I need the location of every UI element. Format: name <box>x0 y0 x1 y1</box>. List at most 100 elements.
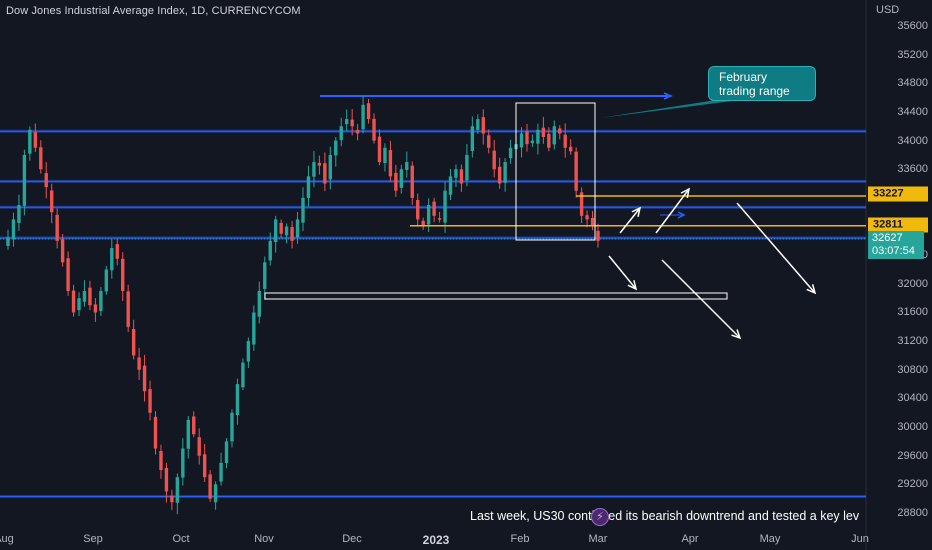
candle-body <box>77 298 81 311</box>
candle-body <box>388 150 393 177</box>
price-tick-label: 33600 <box>897 163 928 176</box>
candle-body <box>377 136 382 163</box>
candle-body <box>399 169 404 188</box>
candle-body <box>110 248 114 271</box>
candle-body <box>290 227 294 241</box>
time-tick-label: Jun <box>851 533 869 545</box>
candle-body <box>394 172 398 191</box>
february-range-box <box>515 102 596 241</box>
candle-body <box>82 290 87 302</box>
candle-body <box>334 140 338 156</box>
candle-body <box>541 127 546 138</box>
countdown-timer: 03:07:54 <box>872 245 915 257</box>
candle-body <box>596 230 600 241</box>
upper-level-tag: 33227 <box>868 186 928 202</box>
candle-body <box>252 312 256 345</box>
candle-body <box>585 215 589 220</box>
candle-body <box>416 200 420 220</box>
candle-body <box>219 462 223 482</box>
time-tick-label: Dec <box>342 533 362 545</box>
candle-body <box>454 169 458 178</box>
candle-body <box>426 205 431 225</box>
candle-body <box>268 240 272 261</box>
candle-body <box>563 134 567 148</box>
callout-pointer <box>600 100 740 118</box>
candle-body <box>355 130 360 134</box>
callout-line-1: February <box>719 70 768 84</box>
candle-body <box>213 484 218 503</box>
price-tick-label: 34400 <box>897 105 928 118</box>
candle-body <box>312 162 316 177</box>
candle-body <box>50 190 54 213</box>
candle-body <box>126 291 130 327</box>
price-tick-label: 34800 <box>897 77 928 90</box>
candle-body <box>246 341 251 362</box>
candle-body <box>39 147 43 170</box>
candle-body <box>44 173 48 188</box>
candle-body <box>328 154 333 180</box>
candle-body <box>170 495 174 503</box>
candle-body <box>99 290 103 312</box>
february-range-callout[interactable]: February trading range <box>708 66 816 101</box>
price-tick-label: 29200 <box>897 478 928 491</box>
candle-body <box>317 162 322 166</box>
projection-arrowhead <box>627 280 638 291</box>
candle-body <box>175 477 180 503</box>
candle-body <box>142 365 147 392</box>
candle-body <box>192 416 196 435</box>
candle-body <box>547 133 551 148</box>
candle-body <box>33 132 38 148</box>
candle-body <box>323 163 327 184</box>
currency-label: USD <box>876 4 900 16</box>
candle-body <box>421 220 425 227</box>
candle-body <box>519 133 524 148</box>
price-tick-label: 29600 <box>897 449 928 462</box>
candle-body <box>181 448 185 478</box>
candle-body <box>350 119 354 127</box>
projection-arrowhead <box>680 187 691 198</box>
candle-body <box>28 129 32 154</box>
mid-ray-arrowhead <box>677 211 686 219</box>
current-price-tag: 32627 03:07:54 <box>868 231 924 259</box>
current-price: 32627 <box>872 232 903 244</box>
candle-body <box>470 126 475 152</box>
projection-arrowhead <box>631 206 642 217</box>
candle-body <box>372 118 376 141</box>
candle-body <box>93 304 98 313</box>
candle-body <box>164 467 169 492</box>
projection-arrowhead <box>731 329 742 340</box>
candle-body <box>241 362 245 388</box>
candle-body <box>503 162 507 183</box>
projection-arrow <box>655 188 690 234</box>
candle-body <box>558 128 562 134</box>
time-tick-label: Mar <box>588 533 608 545</box>
candle-body <box>230 412 234 442</box>
candle-body <box>530 140 535 144</box>
candle-body <box>11 219 16 240</box>
chart-title: Dow Jones Industrial Average Index, 1D, … <box>6 5 301 17</box>
lightning-icon[interactable]: ⚡ <box>591 508 609 526</box>
candle-body <box>186 419 190 449</box>
price-tick-label: 30400 <box>897 392 928 405</box>
candle-body <box>492 150 496 170</box>
time-tick-label: Oct <box>172 533 190 545</box>
callout-line-2: trading range <box>719 84 790 98</box>
support-zone-box <box>264 292 728 300</box>
candle-body <box>459 169 464 184</box>
candle-body <box>60 239 65 263</box>
candle-body <box>197 437 201 456</box>
candle-body <box>361 104 365 130</box>
candle-body <box>66 258 70 291</box>
candle-body <box>579 192 584 216</box>
projection-arrow <box>736 202 816 294</box>
projection-arrow <box>661 259 741 339</box>
lower-level-tag: 32811 <box>868 217 928 233</box>
candle-body <box>6 237 10 246</box>
candle-body <box>295 219 300 238</box>
candle-body <box>339 126 343 141</box>
analysis-caption: Last week, US30 continued its bearish do… <box>470 509 860 523</box>
candle-body <box>465 154 469 181</box>
candle-body <box>115 244 119 259</box>
